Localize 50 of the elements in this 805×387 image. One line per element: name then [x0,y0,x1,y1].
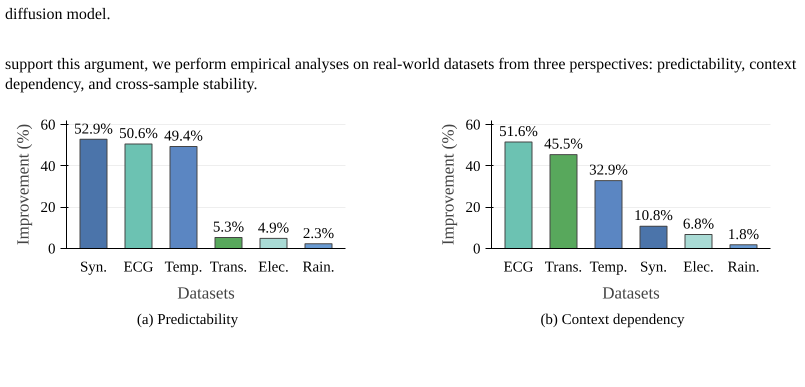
bar [594,180,622,248]
x-tick-label: Rain. [302,260,335,276]
data-label: 2.3% [302,226,334,242]
text: (b) Context dependency [540,311,685,330]
x-tick-label: Syn. [80,260,108,276]
x-tick-label: Syn. [640,260,668,276]
bar [504,141,532,248]
x-tick-label: Trans. [544,260,582,276]
data-label: 4.9% [258,220,290,236]
bar [550,154,578,248]
y-tick-label: 40 [40,158,56,175]
text: (a) Predictability [136,311,238,330]
data-label: 5.3% [212,220,244,236]
x-axis-title: Datasets [177,284,235,302]
bar [260,238,288,248]
bar [640,226,668,248]
data-label: 49.4% [164,128,203,145]
y-tick-label: 0 [48,242,56,258]
data-label: 50.6% [119,126,158,142]
data-label: 6.8% [682,216,714,232]
x-tick-label: Rain. [727,260,760,276]
bar [170,146,198,248]
bar [124,144,152,248]
x-tick-label: Temp. [164,260,202,276]
y-axis-title: Improvement (%) [14,124,32,246]
data-label: 1.8% [728,226,760,243]
data-label: 45.5% [544,136,583,153]
data-label: 52.9% [74,121,113,138]
data-label: 51.6% [499,124,538,140]
text: support this argument, we perform empirical analyses on real-world datasets from three perspectives: predictability, context dependency, and cross-sample stability. [5,55,798,95]
y-tick-label: 60 [466,118,480,134]
x-tick-label: Elec. [683,260,714,276]
x-tick-label: Elec. [258,260,289,276]
bar [214,237,242,248]
x-tick-label: ECG [124,260,154,276]
y-axis-title: Improvement (%) [438,124,458,246]
y-tick-label: 0 [473,242,480,258]
x-tick-label: Temp. [590,260,628,276]
x-tick-label: Trans. [210,260,248,276]
text: diffusion model. [5,5,110,25]
bar [80,138,108,248]
data-label: 32.9% [589,162,628,179]
x-tick-label: ECG [504,260,534,276]
data-label: 10.8% [634,208,673,224]
y-tick-label: 20 [466,200,480,216]
y-tick-label: 20 [40,200,56,216]
y-tick-label: 40 [466,158,480,175]
y-tick-label: 60 [40,118,56,134]
x-axis-title: Datasets [602,284,660,302]
bar [684,234,712,248]
